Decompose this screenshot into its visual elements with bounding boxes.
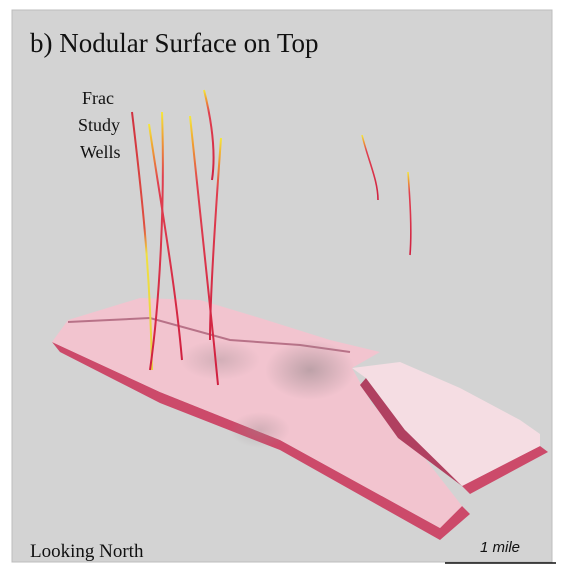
well bbox=[189, 115, 219, 386]
slab-edge bbox=[462, 446, 548, 494]
shade bbox=[230, 412, 290, 448]
scale-label: 1 mile bbox=[480, 539, 520, 556]
well bbox=[203, 89, 215, 181]
well bbox=[131, 111, 153, 371]
well bbox=[361, 134, 379, 201]
slab-top bbox=[352, 362, 540, 486]
well bbox=[209, 137, 222, 341]
shade bbox=[265, 340, 355, 400]
well-label: Frac bbox=[82, 88, 114, 108]
well bbox=[148, 123, 183, 361]
well bbox=[149, 111, 164, 371]
shade bbox=[180, 340, 260, 380]
well-label: Study bbox=[78, 115, 120, 135]
view-label: Looking North bbox=[30, 541, 144, 562]
well bbox=[407, 171, 412, 256]
well-label: Wells bbox=[80, 142, 121, 162]
wells bbox=[131, 89, 412, 386]
title: b) Nodular Surface on Top bbox=[30, 28, 319, 58]
